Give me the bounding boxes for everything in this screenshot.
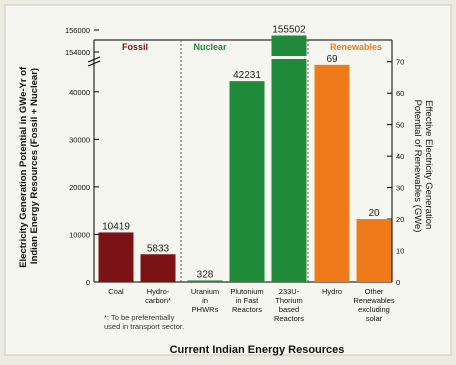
- category-label: in Fast: [236, 296, 259, 305]
- footnote-line-2: used in transport sector.: [104, 322, 184, 331]
- left-break-tick-label: 154000: [65, 48, 90, 57]
- section-label-fossil: Fossil: [122, 42, 148, 52]
- x-axis-title: Current Indian Energy Resources: [170, 344, 345, 356]
- category-label: Coal: [108, 287, 124, 296]
- right-y-axis-title-line-2: Potential of Renewables (GWe): [412, 100, 423, 233]
- footnote-line-1: *: To be preferentially: [104, 313, 175, 322]
- bar-1: [98, 232, 134, 282]
- category-label: Other: [365, 287, 384, 296]
- bar-5: [271, 35, 307, 283]
- bar-value-label: 10419: [102, 221, 130, 232]
- category-label: Hydro: [322, 287, 342, 296]
- bar-value-label: 42231: [233, 70, 261, 81]
- right-tick-label: 20: [396, 215, 404, 224]
- bar-2: [140, 254, 176, 282]
- category-label: in: [202, 296, 208, 305]
- left-tick-label: 10000: [69, 230, 90, 239]
- category-label: PHWRs: [192, 305, 219, 314]
- right-y-axis-title-line-1: Effective Electricity Generation: [423, 100, 434, 229]
- left-tick-label: 20000: [69, 183, 90, 192]
- right-tick-label: 0: [396, 278, 400, 287]
- category-label: solar: [366, 314, 383, 323]
- section-label-renewables: Renewables: [330, 42, 382, 52]
- bar-value-label: 69: [326, 54, 338, 65]
- right-tick-label: 10: [396, 247, 404, 256]
- category-label: based: [279, 305, 299, 314]
- right-tick-label: 50: [396, 121, 404, 130]
- right-tick-label: 40: [396, 152, 404, 161]
- axis-break-mark: [87, 56, 101, 63]
- bar-7: [356, 219, 392, 282]
- right-tick-label: 70: [396, 58, 404, 67]
- category-label: Plutonium: [230, 287, 263, 296]
- bar-6: [314, 64, 350, 282]
- bar-value-label: 5833: [147, 243, 170, 254]
- category-label: Hydro-: [147, 287, 170, 296]
- category-label: Reactors: [274, 314, 304, 323]
- left-y-axis-title: Electricity Generation Potential in GWe-…: [18, 64, 40, 268]
- category-label: Uranium: [191, 287, 219, 296]
- right-y-axis-title: Effective Electricity Generation Potenti…: [412, 100, 434, 233]
- axis-break-mark: [87, 60, 101, 67]
- right-tick-label: 60: [396, 89, 404, 98]
- category-label: Reactors: [232, 305, 262, 314]
- bar-3: [187, 280, 223, 282]
- category-label: excluding: [358, 305, 390, 314]
- bar-break-gap: [269, 56, 309, 59]
- category-label: 233U-: [279, 287, 300, 296]
- section-label-nuclear: Nuclear: [193, 42, 227, 52]
- left-y-axis-title-line-2: Indian Energy Resources (Fossil + Nuclea…: [29, 68, 40, 264]
- category-label: Renewables: [353, 296, 395, 305]
- left-tick-label: 0: [86, 278, 90, 287]
- right-tick-label: 30: [396, 184, 404, 193]
- category-label: carbon*: [145, 296, 171, 305]
- bar-4: [229, 81, 265, 282]
- left-break-tick-label: 156000: [65, 26, 90, 35]
- bar-value-label: 20: [368, 208, 380, 219]
- footnote: *: To be preferentially used in transpor…: [104, 313, 184, 331]
- bar-value-label: 328: [197, 269, 214, 280]
- chart-background: [4, 4, 452, 356]
- left-y-axis-title-line-1: Electricity Generation Potential in GWe-…: [18, 66, 29, 268]
- category-label: Thorium: [275, 296, 303, 305]
- left-tick-label: 40000: [69, 88, 90, 97]
- bar-value-label: 155502: [272, 24, 306, 35]
- left-tick-label: 30000: [69, 135, 90, 144]
